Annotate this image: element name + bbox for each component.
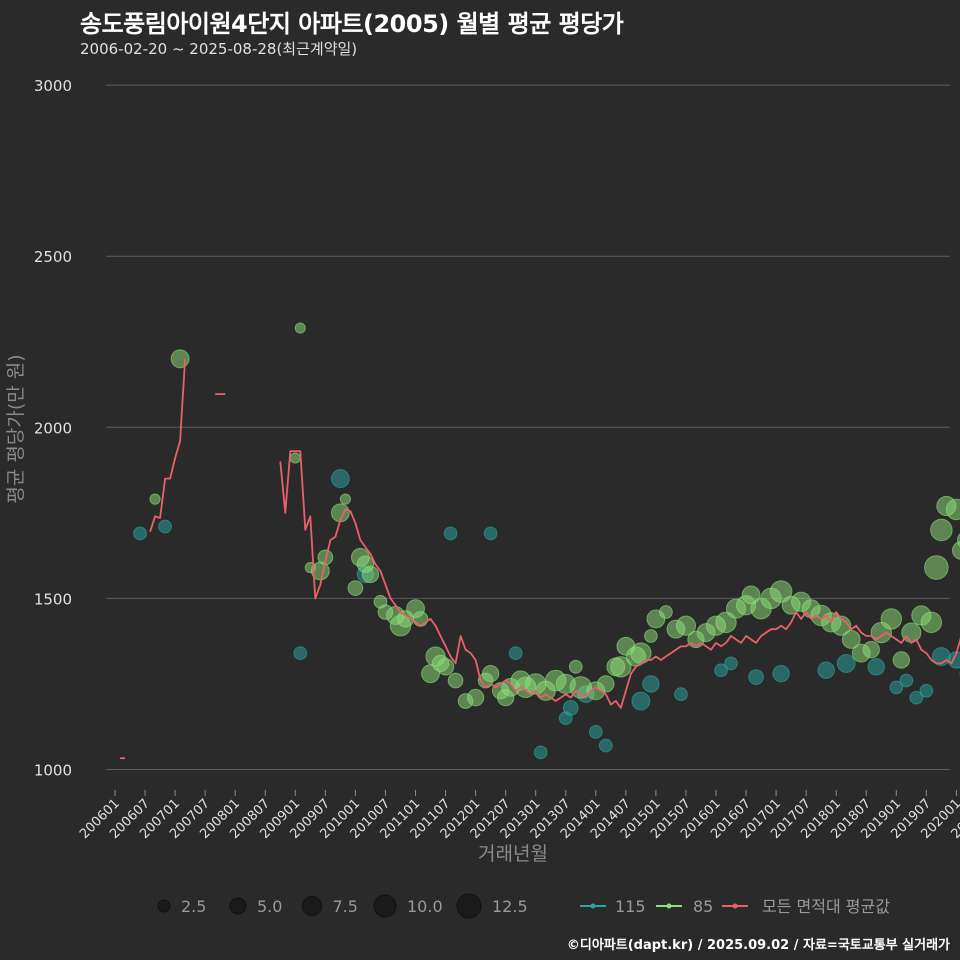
size-legend-circle <box>157 899 171 913</box>
data-point-85 <box>294 322 306 334</box>
size-legend-label: 5.0 <box>257 897 282 916</box>
size-legend-label: 7.5 <box>333 897 358 916</box>
data-point-85 <box>149 493 161 505</box>
data-point-115 <box>588 724 603 739</box>
data-point-115 <box>674 687 688 702</box>
data-point-115 <box>724 656 738 671</box>
y-tick-label: 2000 <box>34 419 72 437</box>
data-point-115 <box>909 690 924 705</box>
data-point-85 <box>920 611 943 634</box>
data-point-85 <box>945 498 960 521</box>
data-point-85 <box>289 452 301 464</box>
data-point-115 <box>919 683 934 698</box>
data-point-85 <box>951 541 960 560</box>
data-point-85 <box>610 656 632 678</box>
data-point-85 <box>862 641 880 659</box>
data-point-115 <box>330 469 350 489</box>
data-point-85 <box>339 493 351 505</box>
size-legend-label: 10.0 <box>407 897 443 916</box>
data-point-85 <box>675 615 697 636</box>
data-point-115 <box>293 646 308 661</box>
data-point-115 <box>533 745 548 760</box>
data-point-115 <box>642 675 660 693</box>
y-tick-label: 1500 <box>34 590 72 608</box>
color-legend-label: 115 <box>615 897 646 916</box>
y-tick-label: 3000 <box>34 77 72 95</box>
data-point-115 <box>889 680 904 695</box>
data-point-115 <box>508 646 523 661</box>
y-tick-label: 2500 <box>34 248 72 266</box>
data-point-115 <box>598 738 613 753</box>
size-legend-circle <box>456 893 482 919</box>
data-point-115 <box>947 651 960 669</box>
data-point-85 <box>436 658 455 676</box>
data-point-85 <box>170 349 190 369</box>
data-point-85 <box>880 608 902 630</box>
y-axis-label: 평균 평당가(만 원) <box>5 354 27 503</box>
color-legend-dot <box>732 903 738 909</box>
data-point-85 <box>956 533 960 548</box>
chart-title: 송도풍림아이원4단지 아파트(2005) 월별 평균 평당가 <box>80 10 624 38</box>
size-legend-label: 12.5 <box>492 897 528 916</box>
data-point-85 <box>892 651 911 669</box>
data-point-85 <box>924 555 949 580</box>
data-point-85 <box>644 629 658 643</box>
data-point-85 <box>481 664 500 683</box>
data-point-85 <box>568 659 583 674</box>
data-point-115 <box>158 519 172 534</box>
data-point-115 <box>836 653 856 673</box>
data-point-115 <box>899 673 914 688</box>
chart-subtitle: 2006-02-20 ~ 2025-08-28(최근계약일) <box>80 40 358 58</box>
data-point-115 <box>483 526 498 541</box>
size-legend-circle <box>229 897 247 915</box>
data-point-85 <box>930 518 953 542</box>
size-legend-circle <box>373 894 397 918</box>
color-legend-dot <box>590 903 596 909</box>
y-tick-label: 1000 <box>34 761 72 779</box>
data-point-115 <box>631 691 651 711</box>
x-axis-label: 거래년월 <box>478 843 548 865</box>
data-point-85 <box>412 611 429 627</box>
source-caption: ©디아파트(dapt.kr) / 2025.09.02 / 자료=국토교통부 실… <box>566 938 950 953</box>
data-point-115 <box>748 669 764 685</box>
data-point-115 <box>772 664 790 683</box>
data-point-85 <box>841 630 861 649</box>
data-point-115 <box>562 700 579 716</box>
data-point-85 <box>831 615 852 636</box>
data-point-115 <box>443 526 458 541</box>
color-legend-label: 모든 면적대 평균값 <box>762 897 890 916</box>
data-point-115 <box>714 663 728 678</box>
size-legend-circle <box>302 896 322 916</box>
data-point-85 <box>447 672 464 689</box>
color-legend-dot <box>666 903 672 909</box>
data-point-85 <box>659 605 673 619</box>
size-legend-label: 2.5 <box>181 897 206 916</box>
avg-line-segment <box>279 450 960 709</box>
data-point-85 <box>741 585 761 605</box>
data-point-85 <box>769 580 793 603</box>
avg-line-segment <box>149 358 186 532</box>
color-legend-label: 85 <box>693 897 713 916</box>
data-point-85 <box>597 675 615 693</box>
data-point-115 <box>867 658 885 676</box>
data-point-115 <box>133 526 147 541</box>
data-point-115 <box>817 661 835 679</box>
data-point-85 <box>466 688 485 707</box>
data-point-85 <box>347 580 364 596</box>
data-point-85 <box>361 565 380 584</box>
